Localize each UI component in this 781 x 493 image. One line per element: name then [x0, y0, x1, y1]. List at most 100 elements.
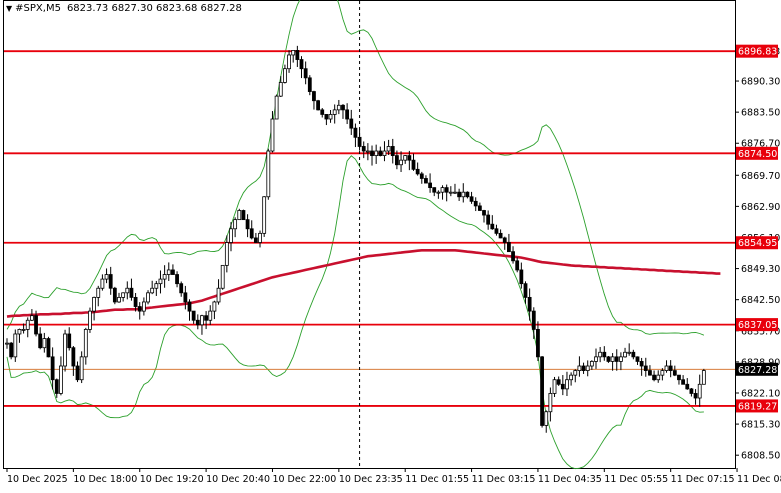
candle-body — [345, 109, 350, 120]
candle-body — [515, 260, 520, 271]
candle-body — [17, 329, 22, 335]
candle-body — [258, 232, 262, 243]
candle-body — [440, 187, 445, 193]
candle-body — [299, 59, 304, 70]
y-tick-label: 6869.70 — [741, 171, 780, 182]
candle-body — [453, 191, 457, 194]
candle-body — [204, 315, 209, 321]
candle-body — [129, 287, 134, 298]
candle-body — [465, 191, 470, 198]
y-tick-label: 6849.30 — [741, 264, 780, 275]
candle-body — [519, 269, 524, 285]
candle-body — [370, 150, 374, 156]
x-tick-label: 11 Dec 01:55 — [405, 474, 469, 485]
level-label: 6896.83 — [738, 47, 777, 58]
x-tick-label: 10 Dec 18:00 — [73, 474, 137, 485]
candle-body — [307, 77, 312, 92]
chart-header: ▼ #SPX,M5 6823.73 6827.30 6823.68 6827.28 — [6, 3, 242, 14]
y-tick-label: 6883.50 — [741, 108, 780, 119]
candle-body — [411, 159, 416, 170]
y-tick-label: 6890.30 — [741, 77, 780, 88]
level-label: 6874.50 — [738, 149, 777, 160]
candle-body — [312, 91, 316, 102]
candle-body — [200, 315, 204, 326]
candle-body — [216, 287, 221, 303]
candle-body — [249, 228, 254, 239]
candle-body — [361, 146, 366, 152]
candle-body — [585, 365, 590, 371]
candle-body — [353, 127, 358, 138]
ohlc-readout: 6823.73 6827.30 6823.68 6827.28 — [66, 3, 242, 14]
candle-body — [701, 370, 706, 385]
candle-body — [565, 379, 569, 390]
candle-body — [324, 114, 329, 120]
candle-body — [428, 182, 432, 189]
candle-body — [556, 379, 561, 385]
level-label: 6819.27 — [738, 401, 777, 412]
candle-body — [158, 278, 163, 285]
candle-body — [643, 365, 648, 371]
candle-body — [606, 356, 611, 362]
candle-body — [631, 351, 636, 358]
candle-body — [224, 242, 229, 266]
price-labels-layer: 6896.83 6874.50 6854.95 6837.05 6819.27 6827.… — [736, 44, 778, 413]
candle-body — [461, 191, 466, 198]
candle-body — [9, 342, 14, 358]
candle-body — [104, 274, 109, 280]
x-tick-label: 11 Dec 07:15 — [671, 474, 735, 485]
candle-body — [150, 287, 155, 294]
candle-body — [133, 296, 138, 307]
candle-body — [79, 356, 84, 381]
candle-body — [498, 232, 503, 239]
candle-body — [560, 383, 565, 390]
candle-body — [635, 356, 640, 362]
candle-body — [419, 173, 424, 179]
candle-body — [183, 292, 188, 303]
candle-body — [415, 168, 420, 175]
candle-body — [602, 351, 607, 358]
bollinger-lower-line — [6, 155, 704, 470]
x-tick-label: 10 Dec 19:20 — [140, 474, 204, 485]
candle-body — [386, 146, 391, 152]
candle-body — [589, 361, 594, 367]
candle-body — [523, 283, 528, 298]
candle-body — [316, 100, 320, 111]
candle-body — [237, 210, 242, 221]
candle-body — [444, 187, 449, 193]
candle-body — [75, 365, 80, 381]
candle-body — [374, 150, 379, 156]
current-price-box — [736, 362, 778, 376]
candle-body — [614, 356, 619, 362]
candle-body — [502, 237, 507, 243]
candle-body — [108, 274, 113, 289]
candle-body — [287, 54, 291, 70]
candle-body — [486, 214, 491, 225]
candle-body — [5, 342, 9, 345]
x-tick-label: 10 Dec 23:35 — [339, 474, 403, 485]
y-tick-label: 6815.30 — [741, 420, 780, 431]
moving-average-layer — [6, 249, 721, 318]
collapse-triangle-icon[interactable]: ▼ — [6, 4, 13, 13]
x-tick-label: 11 Dec 08:35 — [737, 474, 781, 485]
candle-body — [291, 49, 296, 56]
candle-body — [365, 150, 370, 153]
candle-body — [266, 150, 271, 198]
candle-body — [395, 155, 399, 166]
candle-body — [569, 374, 574, 381]
candle-body — [648, 370, 652, 376]
candle-body — [166, 269, 171, 275]
x-tick-label: 10 Dec 20:40 — [206, 474, 270, 485]
x-tick-label: 11 Dec 04:35 — [538, 474, 602, 485]
candle-body — [536, 329, 540, 358]
candle-body — [154, 283, 159, 289]
candle-body — [262, 196, 267, 234]
candle-body — [540, 356, 544, 426]
candle-body — [697, 383, 702, 399]
moving-average-line — [6, 249, 721, 318]
candle-body — [195, 319, 200, 326]
candle-body — [652, 374, 656, 381]
candle-body — [448, 191, 453, 194]
candle-body — [432, 187, 437, 193]
candle-body — [59, 365, 63, 394]
